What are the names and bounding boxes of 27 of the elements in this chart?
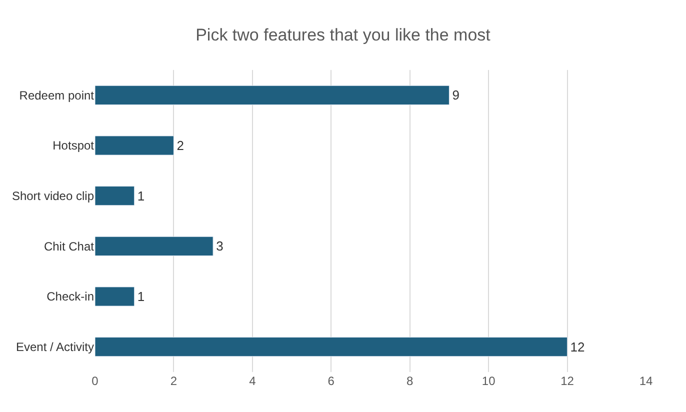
data-label: 2	[176, 138, 184, 153]
bar	[95, 136, 174, 156]
data-label: 3	[216, 238, 224, 254]
data-label: 1	[137, 289, 145, 304]
bar	[95, 286, 135, 306]
y-tick-label: Check-in	[46, 290, 94, 304]
data-label: 12	[570, 339, 585, 354]
bar	[95, 337, 568, 357]
bar	[95, 186, 135, 206]
bar	[95, 85, 450, 105]
x-tick-label: 14	[639, 374, 653, 388]
x-tick-label: 10	[482, 374, 496, 388]
bar	[95, 236, 214, 256]
data-label: 9	[452, 88, 460, 103]
x-tick-label: 4	[249, 374, 256, 388]
x-tick-label: 2	[170, 374, 178, 388]
y-tick-label: Short video clip	[12, 189, 94, 204]
x-tick-label: 8	[406, 374, 414, 388]
data-label: 1	[137, 188, 145, 204]
x-tick-label: 12	[560, 374, 574, 388]
x-tick-label: 6	[328, 374, 335, 388]
x-tick-label: 0	[92, 374, 99, 388]
y-tick-label: Hotspot	[52, 138, 95, 153]
chart-title: Pick two features that you like the most	[196, 26, 491, 45]
y-tick-label: Event / Activity	[16, 340, 94, 354]
y-tick-label: Redeem point	[19, 88, 95, 102]
y-tick-label: Chit Chat	[44, 239, 95, 254]
